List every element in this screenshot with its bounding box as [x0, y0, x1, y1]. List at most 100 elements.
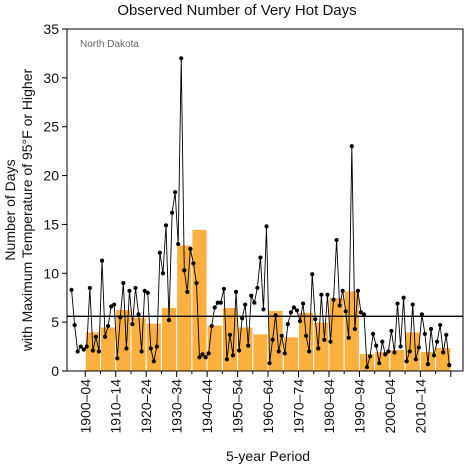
point-1984 [340, 288, 345, 293]
point-1991 [361, 312, 367, 317]
point-1930 [176, 241, 181, 247]
point-2012 [425, 362, 431, 367]
point-1917 [136, 312, 141, 317]
point-1938 [200, 352, 205, 357]
x-tick-label-1920–24: 1920–24 [138, 379, 154, 434]
point-1982 [334, 237, 339, 243]
point-2011 [422, 331, 428, 336]
point-2017 [441, 350, 446, 355]
point-1900 [84, 344, 89, 349]
point-1958 [261, 307, 266, 312]
point-1999 [386, 349, 391, 354]
point-1963 [276, 349, 281, 354]
point-1901 [87, 285, 92, 291]
point-1896 [72, 322, 77, 328]
point-1959 [264, 224, 269, 229]
point-1931 [179, 56, 184, 61]
point-2010 [419, 312, 424, 317]
point-1902 [90, 348, 95, 353]
point-1970 [297, 319, 303, 324]
region-label: North Dakota [80, 39, 139, 50]
point-1916 [133, 285, 138, 291]
point-1947 [227, 332, 233, 337]
x-tick-label-1980–84: 1980–84 [321, 379, 337, 434]
point-1975 [313, 317, 318, 322]
bar-1920–24 [145, 322, 162, 372]
point-1924 [157, 250, 163, 255]
x-tick-label-2010–14: 2010–14 [412, 379, 428, 434]
point-1926 [163, 223, 169, 228]
point-2005 [404, 359, 409, 364]
chart-title: Observed Number of Very Hot Days [117, 2, 356, 19]
bar-1995–99 [374, 350, 391, 372]
point-1944 [218, 300, 223, 305]
point-1954 [249, 293, 254, 298]
point-1953 [246, 343, 251, 348]
point-1927 [166, 318, 172, 323]
point-1942 [212, 305, 217, 310]
point-1988 [352, 326, 357, 332]
point-1921 [148, 346, 153, 351]
bar-2000–04 [389, 349, 406, 372]
point-1936 [194, 280, 199, 286]
point-2002 [395, 301, 400, 306]
point-1968 [291, 305, 297, 310]
x-tick-label-1970–74: 1970–74 [291, 379, 307, 434]
bar-1905–09 [100, 326, 117, 372]
point-1945 [221, 286, 226, 292]
x-tick-label-1950–54: 1950–54 [230, 379, 246, 434]
point-2001 [392, 350, 397, 355]
point-1941 [209, 323, 214, 329]
point-1913 [124, 346, 129, 351]
point-1955 [252, 300, 257, 305]
line-layer [69, 56, 452, 370]
point-1995 [374, 343, 379, 348]
point-1949 [233, 289, 239, 294]
point-1976 [316, 346, 321, 351]
point-1956 [255, 285, 260, 291]
point-1952 [243, 302, 248, 307]
point-1933 [185, 289, 190, 294]
point-2015 [435, 339, 440, 344]
point-1897 [75, 349, 80, 354]
point-1907 [106, 323, 111, 329]
point-1994 [371, 331, 376, 336]
x-tick-label-1960–64: 1960–64 [260, 379, 276, 434]
y-tick-label-35: 35 [43, 21, 59, 37]
point-1978 [322, 337, 327, 342]
bar-1955–59 [252, 333, 269, 372]
point-1920 [145, 290, 150, 295]
x-tick-label-1930–34: 1930–34 [169, 379, 185, 434]
point-2007 [410, 302, 415, 307]
plot-frame [66, 28, 464, 372]
y-tick-label-5: 5 [51, 314, 59, 330]
axes-layer: 0 5 10 15 20 25 30 35 1900–04 1910–14 1920–24 1930–… [43, 21, 464, 434]
point-2003 [398, 344, 403, 349]
y-tick-label-10: 10 [43, 265, 59, 281]
point-1899 [81, 347, 86, 352]
point-1951 [240, 316, 245, 321]
point-1943 [215, 300, 220, 305]
point-1914 [127, 288, 132, 293]
point-1906 [102, 334, 108, 339]
point-1919 [142, 288, 147, 293]
point-1904 [96, 349, 102, 354]
x-tick-label-1910–14: 1910–14 [108, 379, 124, 434]
point-1987 [349, 144, 354, 149]
x-tick-label-1940–44: 1940–44 [199, 379, 215, 434]
y-tick-label-20: 20 [43, 168, 59, 184]
y-axis-label-line1: Number of Days [2, 159, 18, 260]
point-2006 [407, 349, 412, 354]
point-1909 [112, 302, 117, 307]
point-1929 [173, 190, 178, 195]
point-1898 [78, 344, 83, 349]
point-2018 [444, 332, 449, 337]
point-2004 [401, 295, 406, 300]
point-1965 [282, 351, 287, 356]
point-1996 [377, 361, 382, 366]
point-1939 [203, 355, 208, 360]
point-2000 [389, 328, 394, 334]
point-1992 [364, 364, 370, 370]
point-1960 [267, 361, 272, 366]
